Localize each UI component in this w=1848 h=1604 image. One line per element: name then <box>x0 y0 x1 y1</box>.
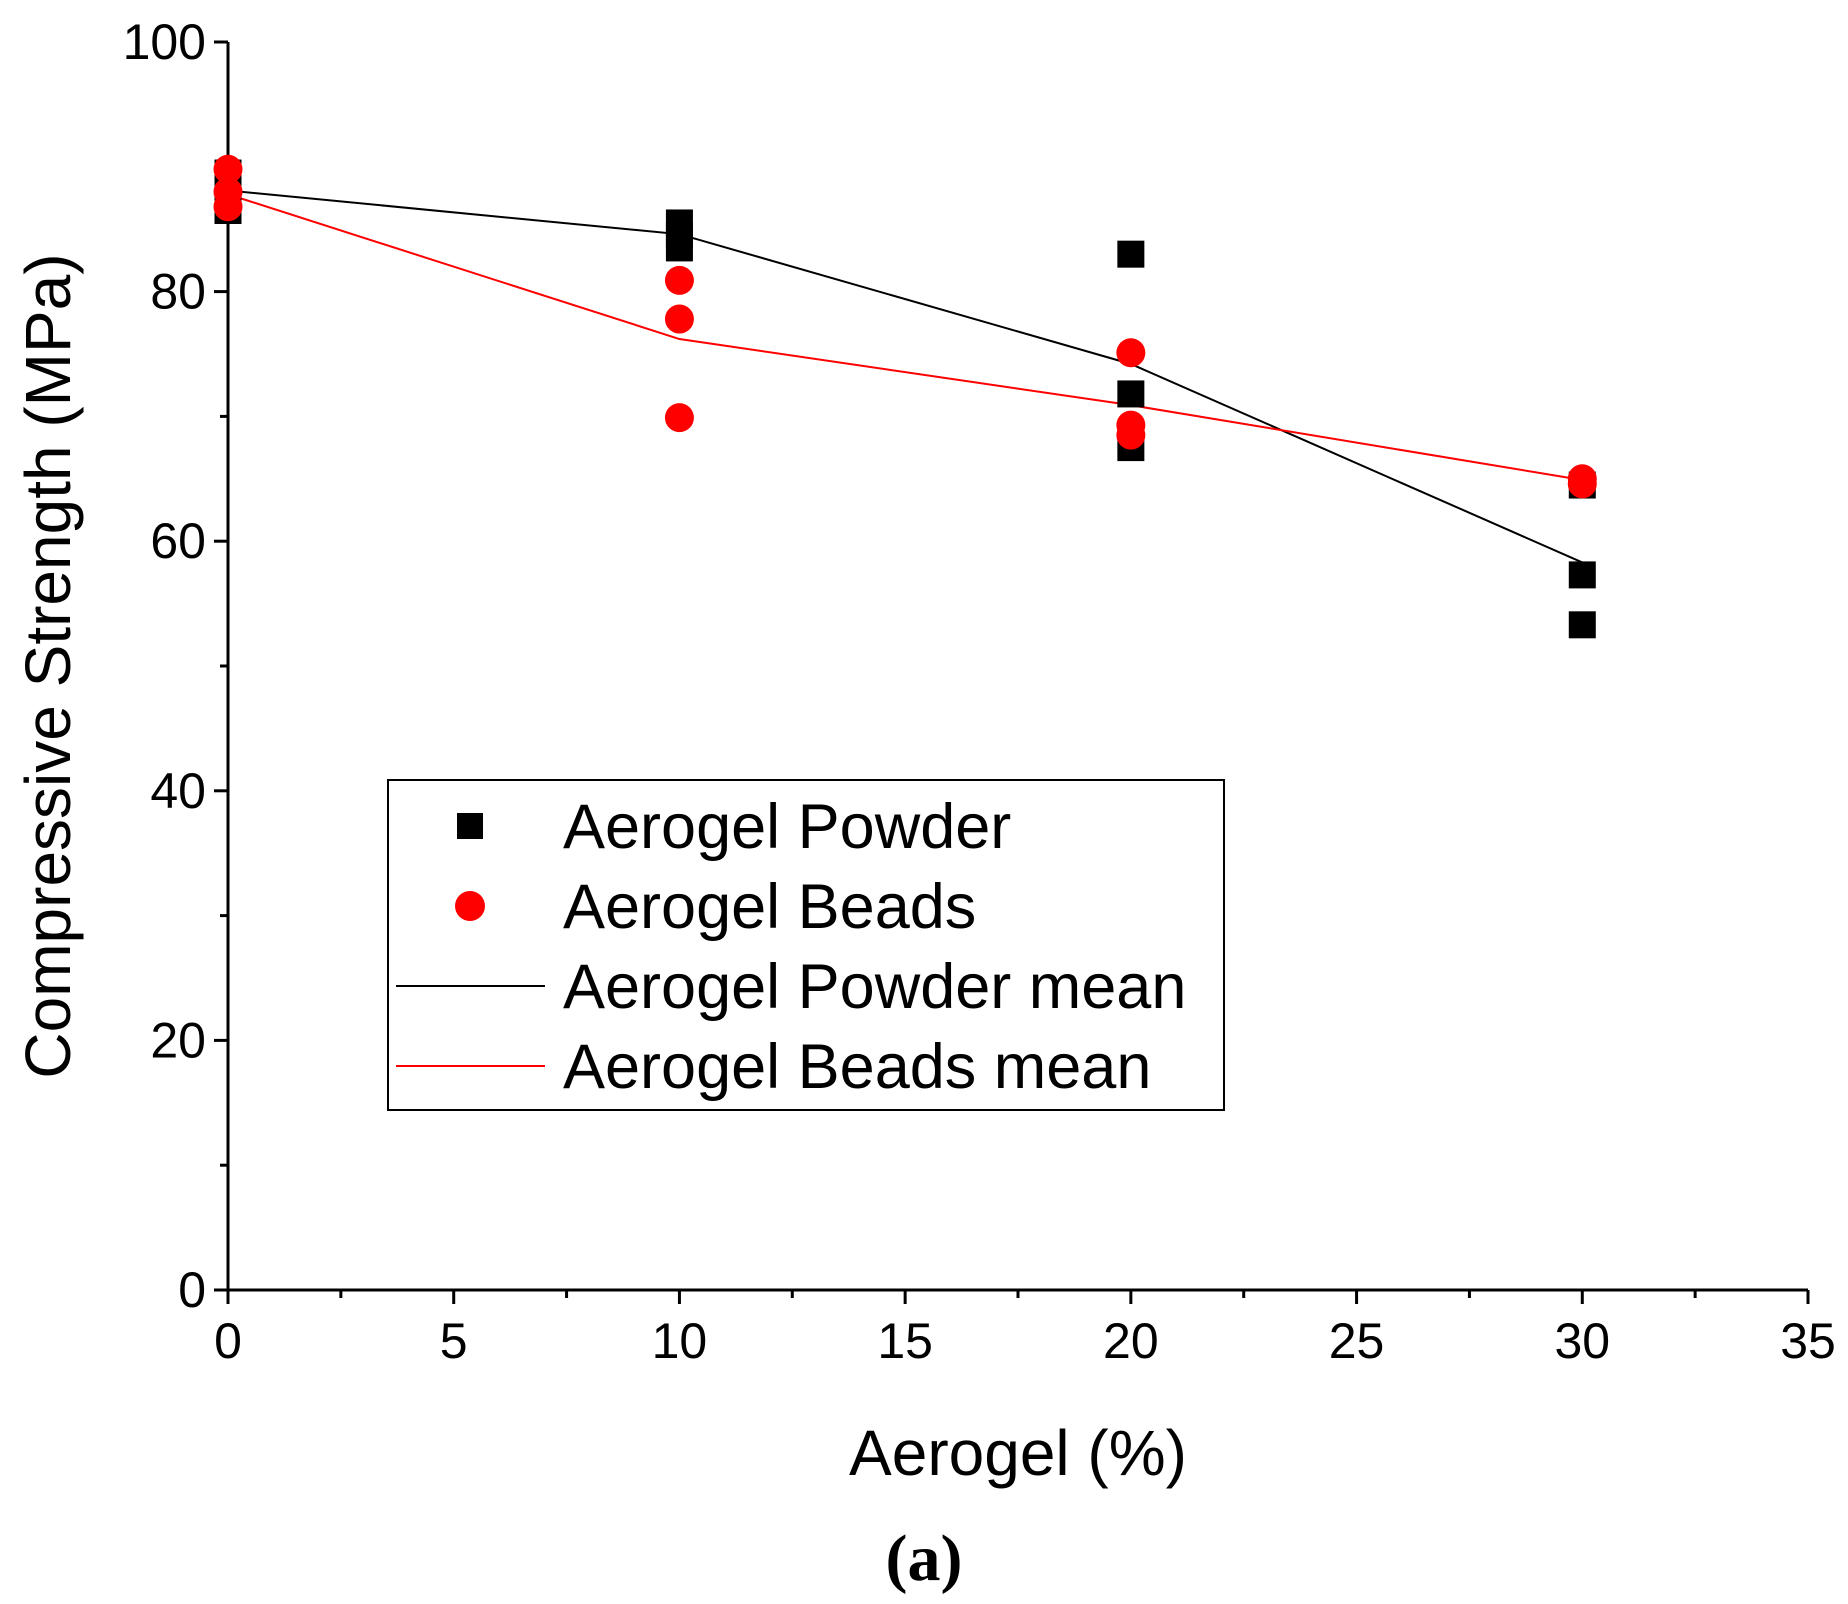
data-point-square <box>665 234 693 262</box>
mean-lines <box>227 189 1583 564</box>
legend-label-aerogel-powder-mean: Aerogel Powder mean <box>563 952 1186 1022</box>
data-point-circle <box>1567 469 1597 499</box>
data-point-square <box>1117 240 1145 268</box>
y-tick-label: 60 <box>150 513 206 569</box>
y-tick-label: 0 <box>178 1262 206 1318</box>
data-point-square <box>1568 561 1596 589</box>
y-axis-title: Compressive Strength (MPa) <box>12 253 84 1078</box>
legend-box <box>387 779 1225 1111</box>
axes: 0 5 10 15 20 25 30 35 0 20 40 60 80 100 <box>123 14 1836 1369</box>
data-point-circle <box>213 192 243 222</box>
x-tick-label: 35 <box>1780 1313 1836 1369</box>
y-tick-label: 100 <box>123 14 206 70</box>
legend-label-aerogel-powder: Aerogel Powder <box>563 792 1011 862</box>
x-tick-label: 15 <box>877 1313 933 1369</box>
x-tick-label: 10 <box>652 1313 708 1369</box>
legend-square-marker <box>457 813 483 839</box>
series-line-aerogel-powder-mean <box>227 189 1583 564</box>
x-tick-label: 25 <box>1329 1313 1385 1369</box>
legend: Aerogel Powder Aerogel Beads Aerogel Pow… <box>387 779 1225 1111</box>
legend-entry-aerogel-powder: Aerogel Powder <box>457 792 1011 862</box>
data-point-circle <box>1116 420 1146 450</box>
x-axis-title: Aerogel (%) <box>849 1417 1187 1489</box>
data-point-circle <box>664 265 694 295</box>
legend-label-aerogel-beads: Aerogel Beads <box>563 872 976 942</box>
x-tick-label: 0 <box>214 1313 242 1369</box>
x-tick-label: 5 <box>440 1313 468 1369</box>
data-point-circle <box>664 403 694 433</box>
legend-label-aerogel-beads-mean: Aerogel Beads mean <box>563 1032 1151 1102</box>
data-point-circle <box>664 304 694 334</box>
x-tick-label: 20 <box>1103 1313 1159 1369</box>
legend-circle-marker <box>455 891 485 921</box>
x-tick-label: 30 <box>1554 1313 1610 1369</box>
y-tick-label: 40 <box>150 763 206 819</box>
data-markers <box>213 154 1597 639</box>
y-tick-label: 80 <box>150 264 206 320</box>
data-point-circle <box>213 154 243 184</box>
legend-entry-aerogel-beads: Aerogel Beads <box>455 872 976 942</box>
data-point-square <box>1568 611 1596 639</box>
legend-entry-aerogel-beads-mean: Aerogel Beads mean <box>396 1032 1151 1102</box>
data-point-circle <box>1116 338 1146 368</box>
figure-caption: (a) <box>886 1522 963 1595</box>
data-point-square <box>1117 380 1145 408</box>
legend-entry-aerogel-powder-mean: Aerogel Powder mean <box>396 952 1186 1022</box>
series-line-aerogel-beads-mean <box>227 193 1583 482</box>
y-tick-label: 20 <box>150 1012 206 1068</box>
